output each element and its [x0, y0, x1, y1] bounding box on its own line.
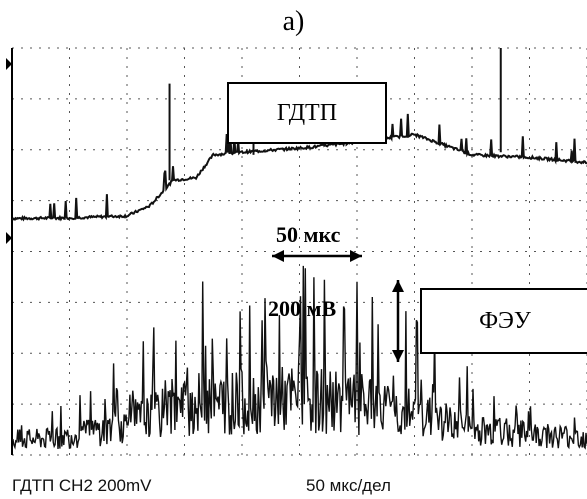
trigger-marker-ch1 [6, 58, 12, 70]
arrow-head-up [392, 280, 404, 292]
channel-readout: ГДТП CH2 200mV [12, 476, 152, 495]
series-label-feu: ФЭУ [420, 288, 587, 354]
arrow-head-right [350, 250, 362, 262]
oscilloscope-screen [6, 47, 587, 456]
scope-footer: ГДТП CH2 200mV 50 мкс/дел [0, 474, 587, 499]
series-label-gdtp: ГДТП [227, 82, 387, 144]
arrow-head-left [272, 250, 284, 262]
timebase-readout: 50 мкс/дел [306, 476, 391, 495]
voltage-scale-annotation: 200 мВ [268, 296, 337, 321]
time-scale-annotation: 50 мкс [276, 222, 341, 247]
scale-arrows [272, 250, 404, 362]
grid [6, 47, 587, 456]
figure-label: а) [282, 6, 305, 37]
traces [11, 48, 587, 450]
trace-gdtp [11, 113, 587, 222]
trace-feu [11, 265, 587, 450]
trigger-marker-ch2 [6, 232, 12, 244]
arrow-head-down [392, 350, 404, 362]
